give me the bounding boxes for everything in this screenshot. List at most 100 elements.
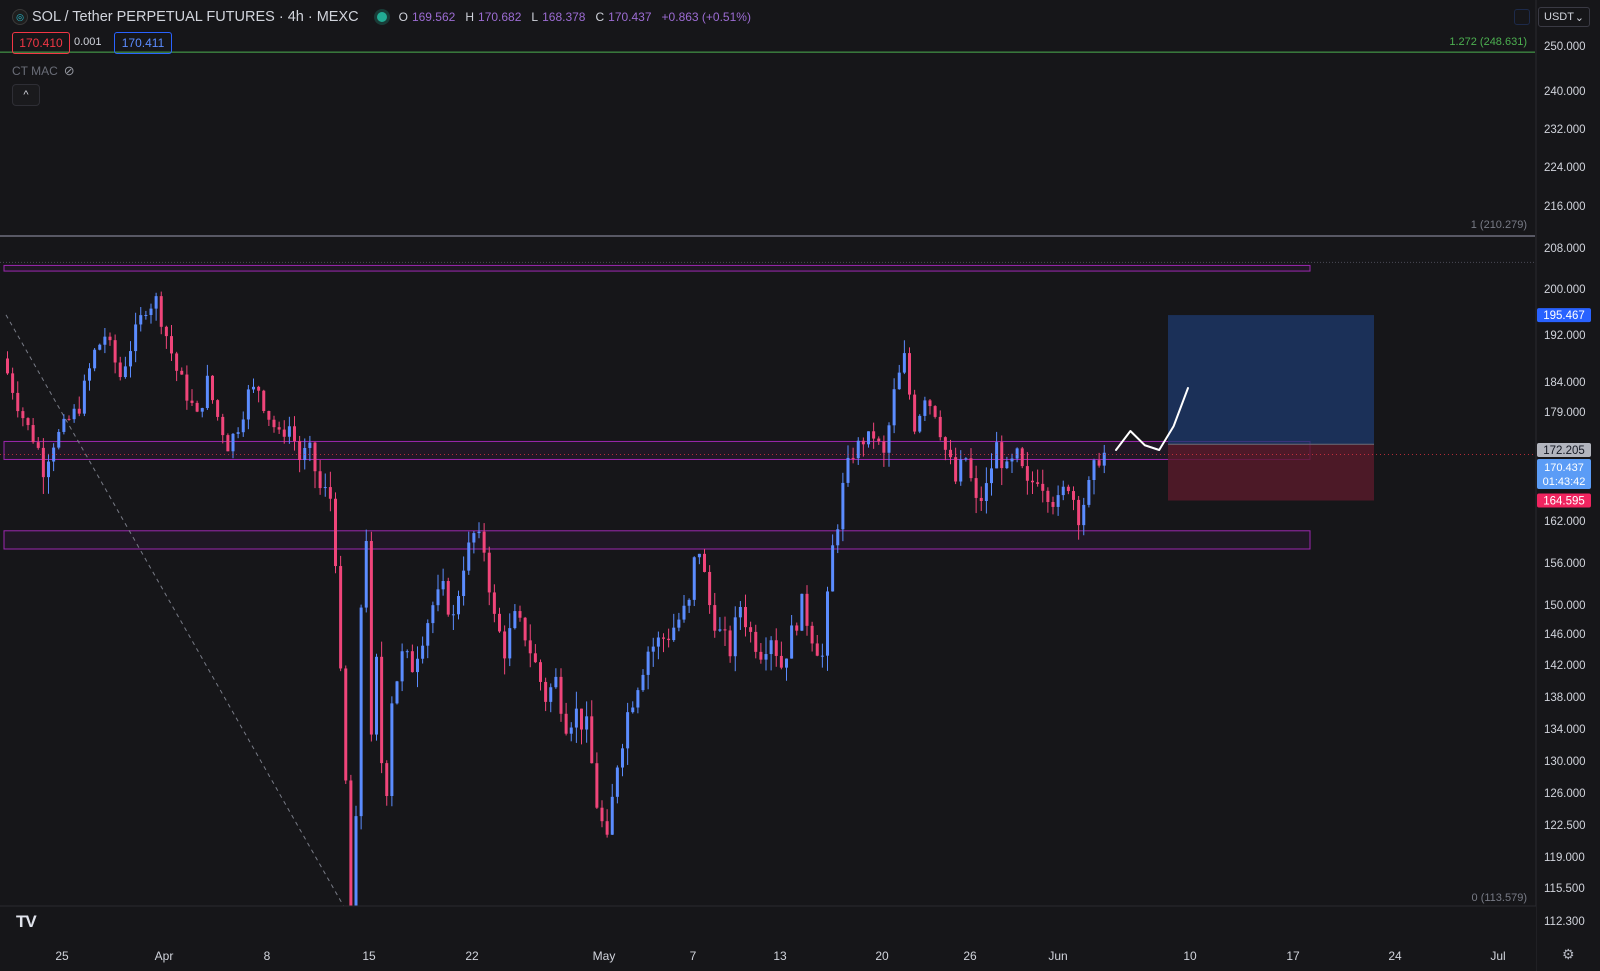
candle-body xyxy=(334,498,337,567)
candle-body xyxy=(569,727,573,734)
candle-body xyxy=(200,408,204,412)
candle-body xyxy=(400,651,404,682)
last-price-tag-bg xyxy=(1537,459,1591,489)
candle-body xyxy=(354,816,358,907)
candle-body xyxy=(918,415,922,432)
x-tick-label: 20 xyxy=(875,949,889,963)
candle-body xyxy=(636,690,640,708)
currency-select[interactable]: USDT ⌄ xyxy=(1538,7,1590,27)
entry-price-tag: 172.205 xyxy=(1543,445,1585,457)
symbol-title[interactable]: SOL / Tether PERPETUAL FUTURES · 4h · ME… xyxy=(32,9,359,25)
currency-label: USDT xyxy=(1544,11,1574,23)
candle-body xyxy=(277,427,281,430)
candle-body xyxy=(41,447,45,478)
candle-body xyxy=(800,593,804,631)
candle-body xyxy=(533,653,537,663)
y-tick-label: 112.300 xyxy=(1544,916,1585,928)
candle-body xyxy=(723,629,727,631)
candle-body xyxy=(692,557,696,600)
candle-body xyxy=(1051,501,1055,507)
candle-body xyxy=(1000,442,1004,469)
buy-button[interactable]: 170.411 xyxy=(114,32,172,54)
high-value: 170.682 xyxy=(478,10,522,24)
candle-body xyxy=(580,708,583,730)
candle-body xyxy=(226,435,230,452)
candle-body xyxy=(503,631,507,659)
candle-body xyxy=(426,623,430,646)
candle-body xyxy=(246,389,250,420)
candle-body xyxy=(149,308,153,316)
trend-line xyxy=(5,314,345,908)
candle-body xyxy=(703,553,706,572)
candle-body xyxy=(1025,466,1029,481)
candle-body xyxy=(544,681,548,702)
screenshot-icon[interactable] xyxy=(1514,9,1530,25)
candle-body xyxy=(1082,504,1086,526)
indicator-legend[interactable]: CT MAC ⊘ xyxy=(12,63,75,79)
collapse-legend-button[interactable]: ^ xyxy=(12,84,40,106)
candle-body xyxy=(984,483,988,502)
sell-button[interactable]: 170.410 xyxy=(12,32,70,54)
candle-body xyxy=(769,640,773,655)
candle-body xyxy=(318,471,322,489)
candle-body xyxy=(405,651,409,653)
gear-icon[interactable]: ⚙ xyxy=(1562,946,1575,962)
target-zone xyxy=(1168,315,1374,445)
candle-body xyxy=(697,553,701,558)
legend-bar: ◎ SOL / Tether PERPETUAL FUTURES · 4h · … xyxy=(12,7,751,27)
candle-body xyxy=(472,533,476,543)
target-price-tag-bg xyxy=(1537,308,1591,323)
y-tick-label: 240.000 xyxy=(1544,86,1586,98)
candle-body xyxy=(841,482,845,530)
candle-body xyxy=(241,419,245,433)
candle-body xyxy=(831,545,835,592)
projection-drawing xyxy=(1115,387,1189,451)
eye-hidden-icon[interactable]: ⊘ xyxy=(63,63,75,78)
candle-body xyxy=(764,654,768,660)
candle-body xyxy=(185,374,189,401)
candle-body xyxy=(1097,460,1101,466)
candle-body xyxy=(902,353,906,373)
x-tick-label: 7 xyxy=(690,949,697,963)
candle-body xyxy=(846,457,850,483)
candle-body xyxy=(159,296,163,327)
candle-body xyxy=(790,625,794,659)
x-tick-label: 8 xyxy=(264,949,271,963)
candle-body xyxy=(231,433,235,452)
candle-body xyxy=(21,411,25,419)
y-tick-label: 146.000 xyxy=(1544,629,1586,641)
candle-body xyxy=(738,606,742,618)
x-tick-label: 13 xyxy=(773,949,787,963)
candle-body xyxy=(815,643,819,656)
y-tick-label: 208.000 xyxy=(1544,243,1586,255)
candle-body xyxy=(416,658,419,673)
candle-body xyxy=(851,457,855,459)
candle-body xyxy=(728,630,732,657)
candle-body xyxy=(6,358,9,374)
open-label: O xyxy=(398,10,408,24)
candle-body xyxy=(1005,461,1009,469)
candle-body xyxy=(431,605,435,624)
candle-body xyxy=(272,419,276,428)
candle-body xyxy=(779,655,783,668)
candle-body xyxy=(1066,486,1070,492)
close-value: 170.437 xyxy=(608,10,652,24)
candle-body xyxy=(908,353,911,395)
candle-body xyxy=(252,386,255,390)
candle-body xyxy=(774,640,778,656)
candle-body xyxy=(810,625,814,644)
candle-body xyxy=(349,780,353,907)
y-tick-label: 119.000 xyxy=(1544,852,1585,864)
candle-body xyxy=(820,655,824,657)
stop-price-tag: 164.595 xyxy=(1543,496,1585,508)
candle-body xyxy=(585,716,589,730)
candle-body xyxy=(687,599,691,606)
x-tick-label: 25 xyxy=(55,949,69,963)
candle-body xyxy=(795,625,799,631)
candle-body xyxy=(564,713,568,734)
candle-body xyxy=(1010,458,1014,462)
entry-price-tag-bg xyxy=(1537,443,1591,457)
indicator-name: CT MAC xyxy=(12,64,58,78)
candle-body xyxy=(123,366,127,378)
